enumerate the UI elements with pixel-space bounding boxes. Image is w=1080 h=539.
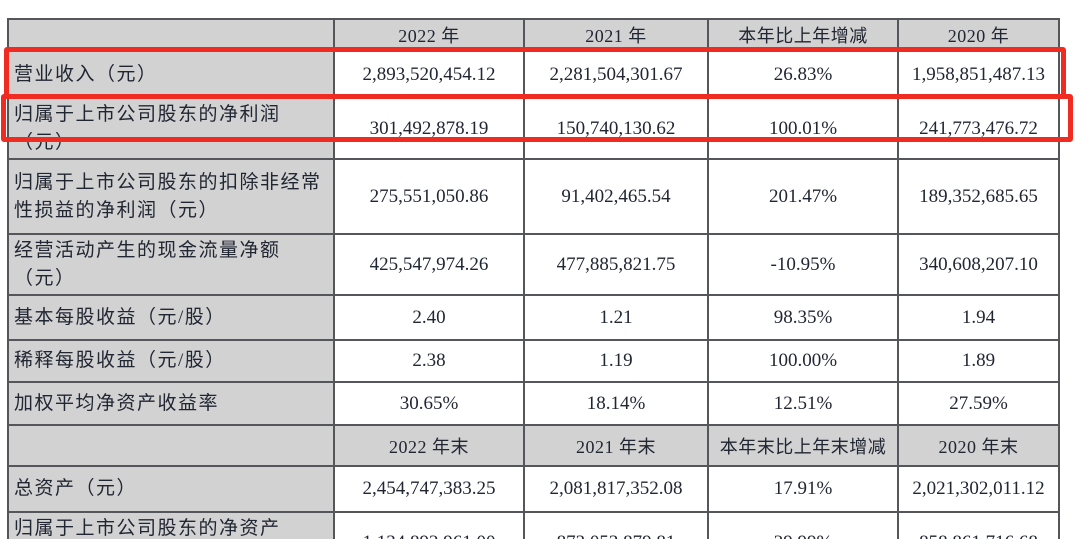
cell-yoy-value: 12.51% bbox=[707, 381, 899, 427]
cell-yoy-value: 98.35% bbox=[707, 294, 899, 342]
row-label: 加权平均净资产收益率 bbox=[7, 381, 335, 427]
endofperiod-header-row: 2022 年末 2021 年末 本年末比上年末增减 2020 年末 bbox=[7, 424, 1060, 468]
cell-2022-value: 275,551,050.86 bbox=[333, 158, 525, 236]
cell-2022-value: 2.38 bbox=[333, 339, 525, 384]
cell-2022-value: 425,547,974.26 bbox=[333, 233, 525, 297]
header-yoy-change: 本年比上年增减 bbox=[707, 18, 899, 52]
cell-yoy-value: 26.83% bbox=[707, 50, 899, 99]
row-label: 基本每股收益（元/股） bbox=[7, 294, 335, 342]
row-weighted-average-roe: 加权平均净资产收益率 30.65% 18.14% 12.51% 27.59% bbox=[7, 381, 1060, 427]
cell-2022-value: 2,454,747,383.25 bbox=[333, 465, 525, 514]
cell-2022-value: 30.65% bbox=[333, 381, 525, 427]
cell-2020-value: 2,021,302,011.12 bbox=[897, 465, 1060, 514]
cell-yoy-value: -10.95% bbox=[707, 233, 899, 297]
row-operating-revenue: 营业收入（元） 2,893,520,454.12 2,281,504,301.6… bbox=[7, 50, 1060, 99]
cell-2021-value: 2,281,504,301.67 bbox=[523, 50, 709, 99]
cell-2020-value: 189,352,685.65 bbox=[897, 158, 1060, 236]
header-2020: 2020 年 bbox=[897, 18, 1060, 52]
row-net-profit-after-extraordinary-items: 归属于上市公司股东的扣除非经常性损益的净利润（元） 275,551,050.86… bbox=[7, 158, 1060, 236]
cell-2021-value: 18.14% bbox=[523, 381, 709, 427]
header-2021-eop: 2021 年末 bbox=[523, 424, 709, 468]
cell-2021-value: 1.21 bbox=[523, 294, 709, 342]
cell-2020-value: 1,958,851,487.13 bbox=[897, 50, 1060, 99]
cell-yoy-value: 29.99% bbox=[707, 511, 899, 539]
cell-2020-value: 340,608,207.10 bbox=[897, 233, 1060, 297]
cell-yoy-value: 201.47% bbox=[707, 158, 899, 236]
row-label: 归属于上市公司股东的扣除非经常性损益的净利润（元） bbox=[7, 158, 335, 236]
row-diluted-eps: 稀释每股收益（元/股） 2.38 1.19 100.00% 1.89 bbox=[7, 339, 1060, 384]
header-2022-eop: 2022 年末 bbox=[333, 424, 525, 468]
cell-2020-value: 858,861,716.68 bbox=[897, 511, 1060, 539]
cell-2021-value: 1.19 bbox=[523, 339, 709, 384]
cell-2021-value: 873,053,879.81 bbox=[523, 511, 709, 539]
row-basic-eps: 基本每股收益（元/股） 2.40 1.21 98.35% 1.94 bbox=[7, 294, 1060, 342]
row-label: 营业收入（元） bbox=[7, 50, 335, 99]
header-2022: 2022 年 bbox=[333, 18, 525, 52]
cell-2022-value: 1,134,892,961.00 bbox=[333, 511, 525, 539]
cell-yoy-value: 100.00% bbox=[707, 339, 899, 384]
cell-2021-value: 150,740,130.62 bbox=[523, 96, 709, 161]
cell-2021-value: 2,081,817,352.08 bbox=[523, 465, 709, 514]
period-header-row: 2022 年 2021 年 本年比上年增减 2020 年 bbox=[7, 18, 1060, 52]
cell-2022-value: 2,893,520,454.12 bbox=[333, 50, 525, 99]
header-blank-cell bbox=[7, 424, 335, 468]
cell-2020-value: 1.94 bbox=[897, 294, 1060, 342]
cell-2022-value: 301,492,878.19 bbox=[333, 96, 525, 161]
row-net-profit-attributable: 归属于上市公司股东的净利润（元） 301,492,878.19 150,740,… bbox=[7, 96, 1060, 161]
row-label: 归属于上市公司股东的净利润（元） bbox=[7, 96, 335, 161]
row-label: 稀释每股收益（元/股） bbox=[7, 339, 335, 384]
row-label: 经营活动产生的现金流量净额（元） bbox=[7, 233, 335, 297]
row-label: 总资产（元） bbox=[7, 465, 335, 514]
header-2021: 2021 年 bbox=[523, 18, 709, 52]
cell-2020-value: 27.59% bbox=[897, 381, 1060, 427]
cell-2020-value: 1.89 bbox=[897, 339, 1060, 384]
key-financials-table: 2022 年 2021 年 本年比上年增减 2020 年 营业收入（元） 2,8… bbox=[7, 18, 1060, 539]
cell-yoy-value: 100.01% bbox=[707, 96, 899, 161]
header-blank-cell bbox=[7, 18, 335, 52]
row-net-assets-attributable: 归属于上市公司股东的净资产（元） 1,134,892,961.00 873,05… bbox=[7, 511, 1060, 539]
cell-2021-value: 477,885,821.75 bbox=[523, 233, 709, 297]
cell-2020-value: 241,773,476.72 bbox=[897, 96, 1060, 161]
cell-2021-value: 91,402,465.54 bbox=[523, 158, 709, 236]
row-operating-cash-flow: 经营活动产生的现金流量净额（元） 425,547,974.26 477,885,… bbox=[7, 233, 1060, 297]
header-2020-eop: 2020 年末 bbox=[897, 424, 1060, 468]
row-total-assets: 总资产（元） 2,454,747,383.25 2,081,817,352.08… bbox=[7, 465, 1060, 514]
row-label: 归属于上市公司股东的净资产（元） bbox=[7, 511, 335, 539]
cell-2022-value: 2.40 bbox=[333, 294, 525, 342]
cell-yoy-value: 17.91% bbox=[707, 465, 899, 514]
header-eop-change: 本年末比上年末增减 bbox=[707, 424, 899, 468]
